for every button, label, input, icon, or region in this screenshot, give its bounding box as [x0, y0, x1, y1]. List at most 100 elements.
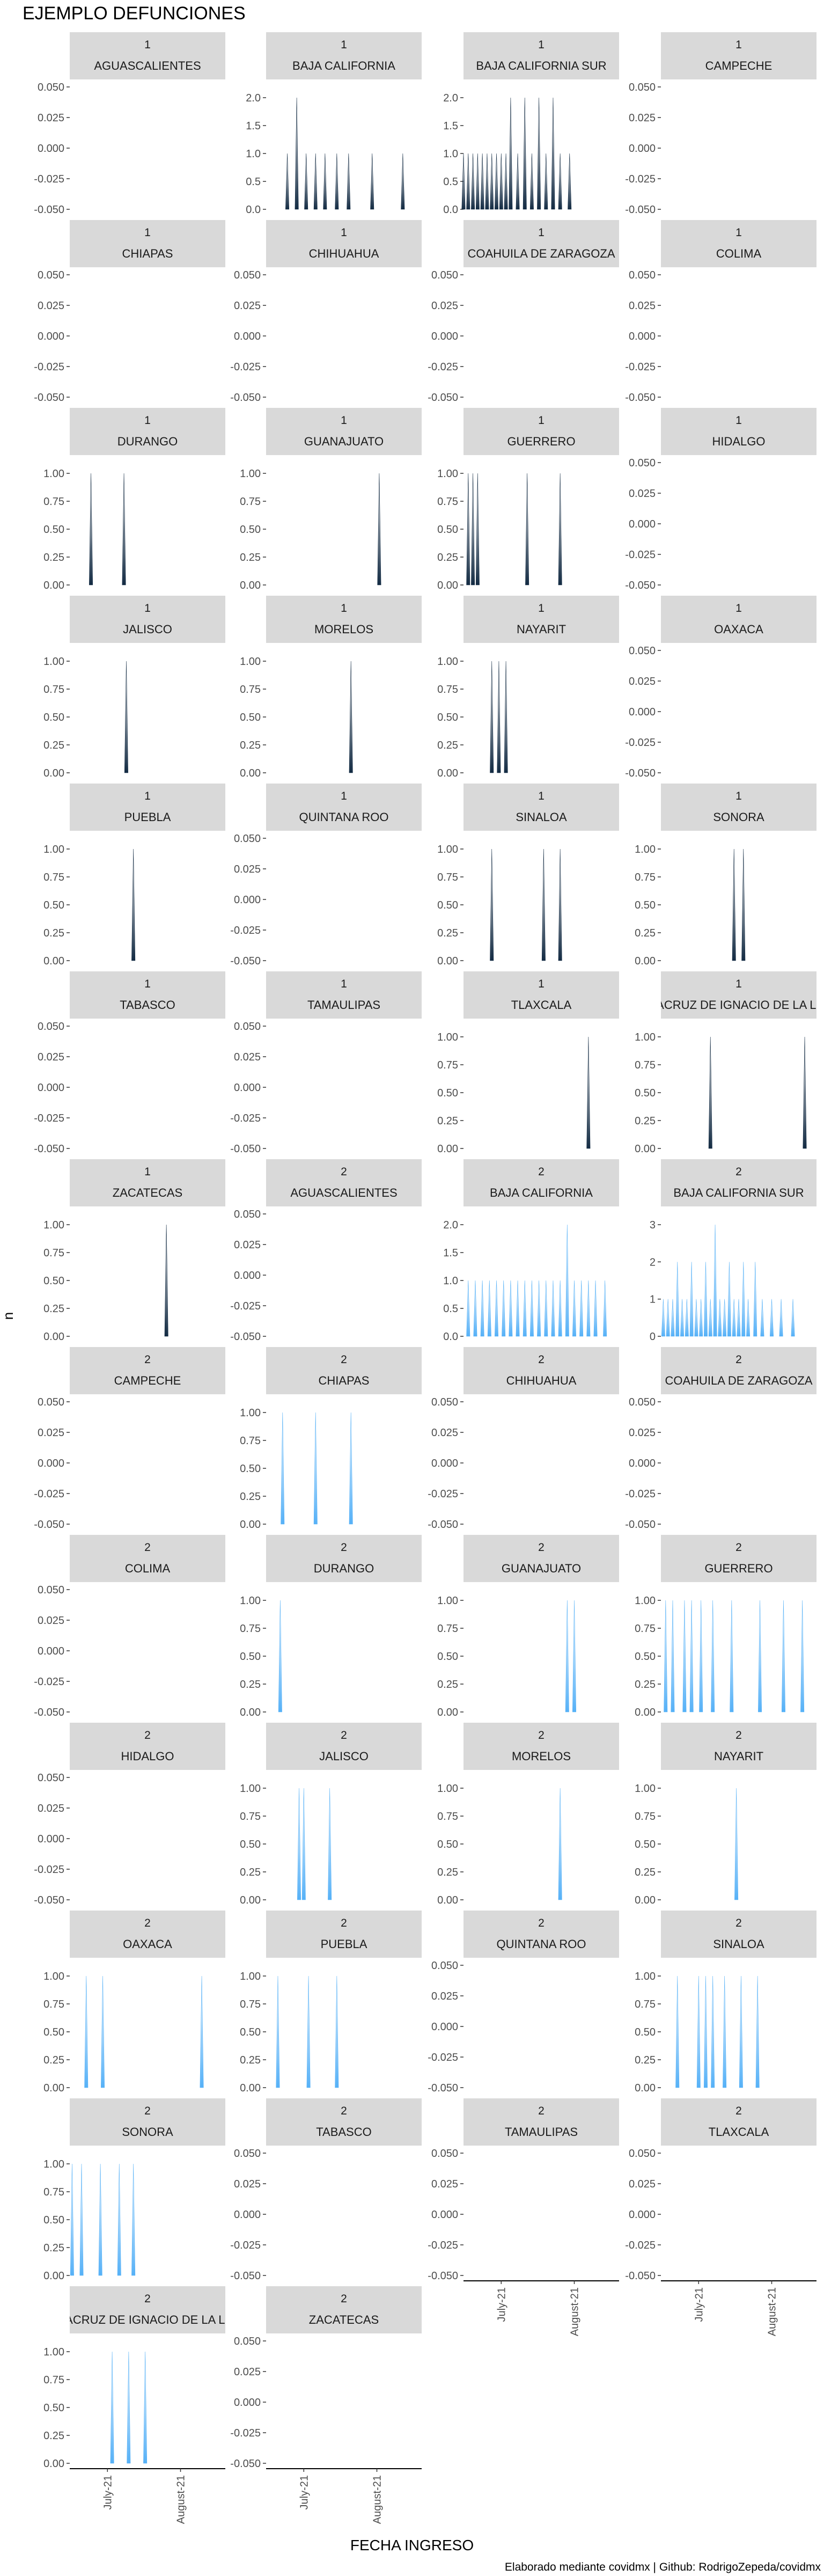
data-spike	[370, 153, 374, 210]
data-spike	[694, 1299, 698, 1337]
y-tick-label: 0.75	[240, 1999, 261, 2010]
facet-strip	[70, 1911, 225, 1958]
data-spike	[727, 1262, 731, 1337]
y-tick-label: 0.025	[38, 1803, 64, 1814]
chart-caption: Elaborado mediante covidmx | Github: Rod…	[505, 2561, 821, 2573]
data-spike	[544, 1280, 548, 1337]
data-spike	[703, 1975, 708, 2088]
y-tick-label: -0.025	[34, 1676, 64, 1688]
facet-state-label: OAXACA	[714, 623, 763, 636]
data-spike	[708, 1036, 712, 1149]
facet-panel: 2 BAJA CALIFORNIA SUR 0 1 2 3	[650, 1159, 816, 1343]
data-spike	[558, 1788, 562, 1900]
y-tick-label: -0.025	[34, 1113, 64, 1124]
y-tick-label: 0.050	[629, 2148, 656, 2160]
facet-strip	[661, 220, 816, 267]
y-tick-label: 0.050	[234, 1209, 261, 1220]
facet-group-label: 1	[538, 978, 545, 990]
y-tick-label: -0.050	[428, 2082, 458, 2094]
data-spike	[699, 1299, 703, 1337]
facet-state-label: BAJA CALIFORNIA	[292, 59, 395, 72]
data-spike	[565, 1224, 569, 1337]
facet-group-label: 1	[735, 602, 742, 614]
data-spike	[466, 473, 470, 586]
y-tick-label: -0.025	[230, 361, 261, 373]
y-tick-label: 0.000	[629, 1458, 656, 1469]
y-tick-label: 0.25	[240, 1867, 261, 1878]
facet-panel: 1 SONORA 0.00 0.25 0.50 0.75 1.00	[635, 784, 816, 967]
data-spike	[741, 1262, 746, 1337]
y-tick-label: 1.00	[43, 1971, 64, 1982]
y-tick-label: 0.50	[437, 899, 458, 911]
y-tick-label: 0.050	[234, 1021, 261, 1033]
y-tick-label: -0.025	[34, 1864, 64, 1876]
facet-panel: 2 CHIAPAS 0.00 0.25 0.50 0.75 1.00	[240, 1347, 422, 1531]
data-spike	[490, 848, 494, 961]
facet-panel: 1 ZACATECAS 0.00 0.25 0.50 0.75 1.00	[43, 1159, 225, 1343]
y-tick-label: -0.050	[34, 392, 64, 404]
facet-panel: 1 CHIAPAS 0.050 0.025 0.000 -0.025 -0.050	[34, 220, 225, 404]
data-spike	[732, 1299, 736, 1337]
y-tick-label: -0.050	[428, 2270, 458, 2282]
y-tick-label: 1.00	[437, 1031, 458, 1043]
y-tick-label: 1.00	[43, 2346, 64, 2358]
y-tick-label: -0.050	[428, 392, 458, 404]
y-tick-label: 0.75	[240, 1623, 261, 1635]
facet-state-label: BAJA CALIFORNIA	[490, 1186, 593, 1199]
y-tick-label: 0.025	[38, 1051, 64, 1063]
facet-strip	[464, 1347, 619, 1394]
data-spike	[699, 1600, 703, 1713]
y-tick-label: 0.25	[635, 1115, 656, 1127]
facet-state-label: GUERRERO	[704, 1562, 772, 1575]
facet-strip	[70, 1723, 225, 1770]
facet-panel: 2 COLIMA 0.050 0.025 0.000 -0.025 -0.050	[34, 1535, 225, 1718]
x-tick-label: July-21	[298, 2475, 310, 2509]
y-tick-label: 0.050	[234, 2336, 261, 2347]
y-tick-label: 0.00	[437, 767, 458, 779]
data-spike	[732, 848, 736, 961]
data-spike	[495, 153, 499, 210]
y-tick-label: -0.050	[34, 1894, 64, 1906]
y-tick-label: 0.00	[43, 767, 64, 779]
y-tick-label: 0.25	[43, 2242, 64, 2254]
data-spike	[551, 97, 555, 210]
y-tick-label: 0.00	[43, 2458, 64, 2470]
data-spike	[760, 1299, 764, 1337]
facet-state-label: COLIMA	[716, 247, 762, 260]
data-spike	[723, 1975, 727, 2088]
y-tick-label: 0.75	[437, 1623, 458, 1635]
chart-title: EJEMPLO DEFUNCIONES	[23, 3, 246, 24]
facet-strip	[266, 220, 422, 267]
facet-state-label: TABASCO	[120, 998, 175, 1012]
facet-group-label: 2	[735, 2105, 742, 2117]
facet-group-label: 2	[735, 1729, 742, 1741]
y-tick-label: 0.25	[43, 2054, 64, 2066]
facet-group-label: 1	[341, 602, 347, 614]
y-tick-label: 0.025	[629, 2178, 656, 2190]
facet-group-label: 2	[341, 1166, 347, 1178]
data-spike	[306, 1975, 311, 2088]
y-tick-label: 0.00	[43, 580, 64, 591]
y-tick-label: 0.00	[635, 1143, 656, 1155]
data-spike	[117, 2163, 121, 2276]
y-tick-label: 0.050	[234, 833, 261, 845]
data-spike	[509, 1280, 513, 1337]
y-tick-label: 2.0	[443, 92, 458, 104]
facet-panel: 1 HIDALGO 0.050 0.025 0.000 -0.025 -0.050	[625, 408, 816, 591]
data-spike	[675, 1262, 680, 1337]
y-tick-label: 0.025	[431, 1990, 458, 2002]
y-tick-label: 0.50	[43, 2026, 64, 2038]
facet-group-label: 2	[341, 1729, 347, 1741]
facet-group-label: 2	[735, 1917, 742, 1929]
facet-panel: 1 MORELOS 0.00 0.25 0.50 0.75 1.00	[240, 596, 422, 779]
data-spike	[473, 1280, 477, 1337]
y-tick-label: 0.75	[437, 496, 458, 508]
facet-state-label: NAYARIT	[714, 1750, 763, 1763]
data-spike	[504, 153, 508, 210]
data-spike	[377, 473, 381, 586]
data-spike	[664, 1600, 668, 1713]
y-tick-label: 0.50	[635, 1087, 656, 1099]
facet-panel: 2 HIDALGO 0.050 0.025 0.000 -0.025 -0.050	[34, 1723, 225, 1906]
data-spike	[803, 1036, 807, 1149]
facet-panel: 1 COLIMA 0.050 0.025 0.000 -0.025 -0.050	[625, 220, 816, 404]
